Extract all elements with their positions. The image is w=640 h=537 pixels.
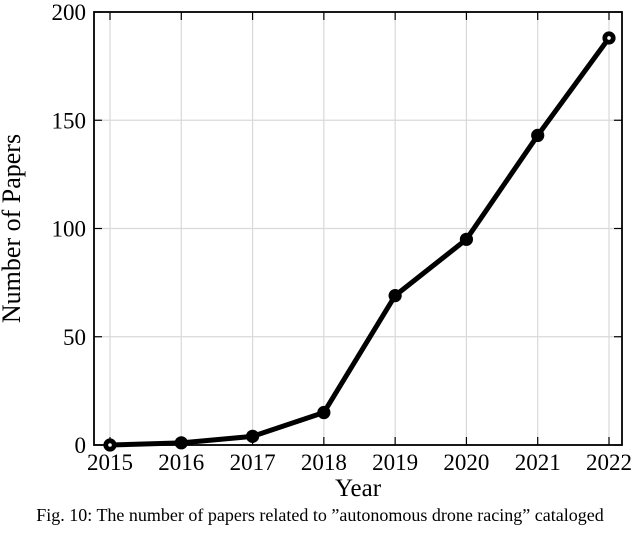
x-tick-label: 2016 xyxy=(158,450,204,475)
x-tick-label: 2022 xyxy=(586,450,632,475)
data-point xyxy=(531,128,545,143)
data-point xyxy=(245,429,260,443)
x-tick-label: 2015 xyxy=(87,450,133,475)
y-axis-label: Number of Papers xyxy=(0,134,26,323)
y-tick-label: 100 xyxy=(52,217,87,242)
data-point xyxy=(317,405,331,420)
data-point xyxy=(388,289,402,303)
y-tick-label: 0 xyxy=(75,433,87,458)
x-tick-label: 2017 xyxy=(230,450,276,475)
x-tick-label: 2018 xyxy=(301,450,347,475)
y-tick-label: 50 xyxy=(63,325,86,350)
figure-caption: Fig. 10: The number of papers related to… xyxy=(36,505,604,525)
data-point-center xyxy=(607,36,611,40)
data-point xyxy=(459,232,474,246)
y-tick-label: 150 xyxy=(52,108,87,133)
data-point-center xyxy=(108,443,112,447)
x-axis-label: Year xyxy=(335,475,382,502)
data-line xyxy=(107,35,612,448)
x-tick-label: 2021 xyxy=(515,450,561,475)
data-point xyxy=(174,436,188,450)
line-chart: 2015 2016 2017 2018 2019 2020 2021 2022 0 50 100 15… xyxy=(0,0,632,502)
y-tick-label: 200 xyxy=(52,0,87,25)
x-tick-label: 2019 xyxy=(372,450,418,475)
x-tick-label: 2020 xyxy=(443,450,489,475)
